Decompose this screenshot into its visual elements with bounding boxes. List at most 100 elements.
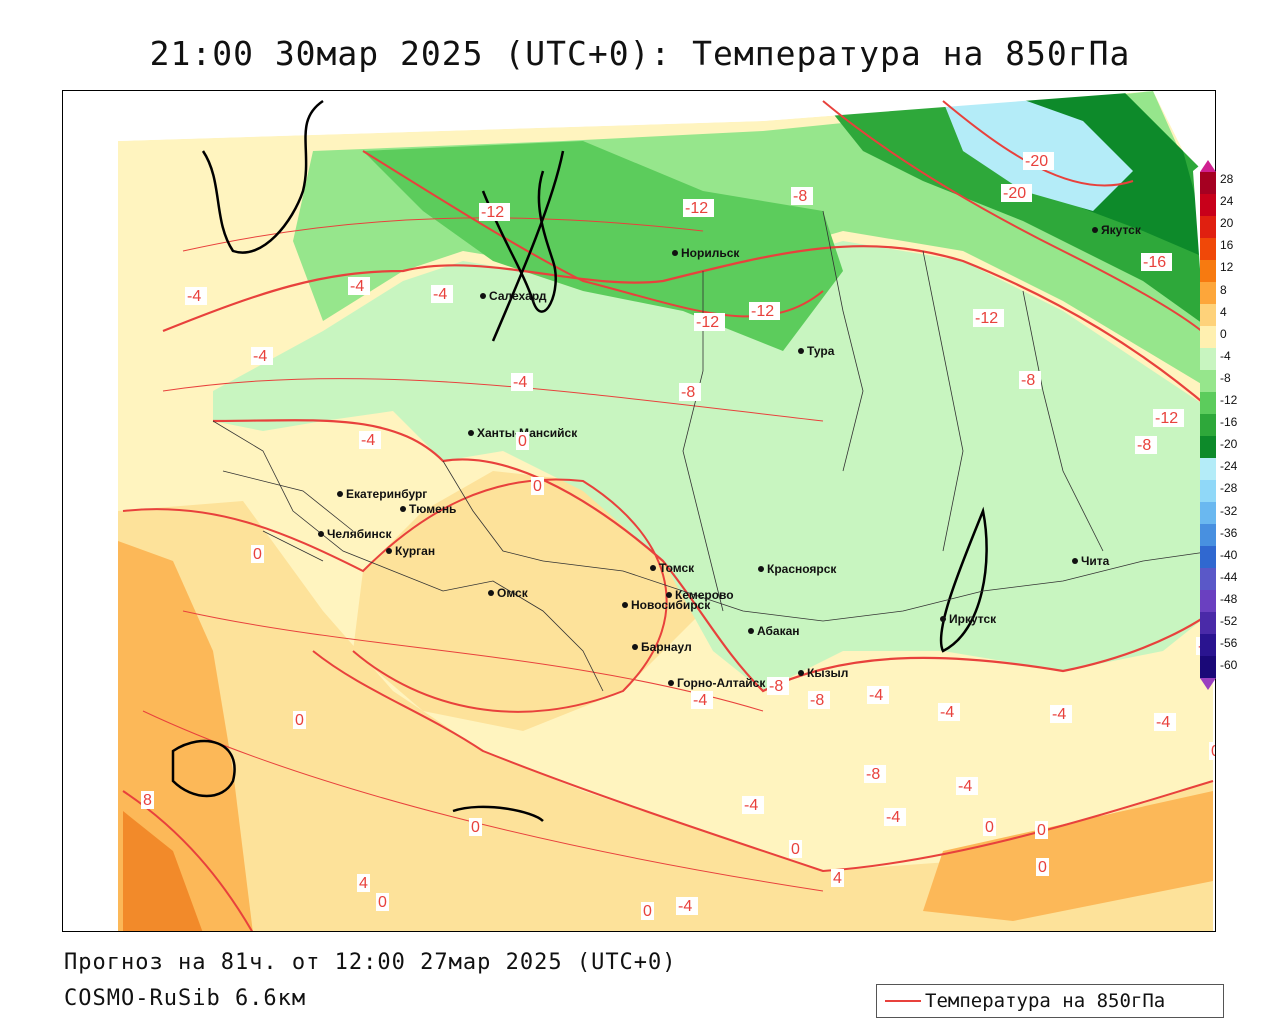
isotherm-label: -4 [744, 797, 758, 814]
isotherm-label: -20 [1025, 153, 1048, 170]
isotherm-label: -8 [810, 692, 824, 709]
isotherm-label: -4 [886, 809, 900, 826]
colorbar-tick-label: 20 [1220, 216, 1234, 231]
map-legend: Температура на 850гПа [876, 984, 1224, 1018]
city-label: Тюмень [409, 502, 456, 516]
model-info: COSMO-RuSib 6.6км [64, 986, 307, 1011]
hottest-zone-southwest [123, 811, 203, 931]
isotherm-label: 0 [643, 903, 652, 920]
colorbar-swatch [1200, 502, 1216, 525]
isotherm-label: 0 [253, 546, 262, 563]
colorbar-tick-label: 4 [1220, 304, 1227, 319]
isotherm-label: 0 [1211, 743, 1216, 760]
colorbar-swatch [1200, 304, 1216, 327]
city-markers: СалехардНорильскТураЯкутскХанты-Мансийск… [318, 223, 1142, 690]
map-panel[interactable]: СалехардНорильскТураЯкутскХанты-Мансийск… [62, 90, 1216, 932]
isotherm-label-bg [983, 818, 996, 836]
colorbar-swatch [1200, 612, 1216, 635]
colorbar-swatch [1200, 326, 1216, 349]
colorbar-swatch [1200, 370, 1216, 393]
isotherm-label: -8 [681, 384, 695, 401]
region-borders [212, 210, 1214, 692]
isotherm-label: 0 [471, 819, 480, 836]
colorbar-swatch [1200, 524, 1216, 547]
isotherm-label-bg [531, 477, 544, 495]
city-marker [318, 531, 324, 537]
isotherm-label-bg [1154, 713, 1176, 731]
isotherm-label: -4 [361, 432, 375, 449]
isotherm-label-bg [1209, 742, 1215, 760]
colorbar-swatch [1200, 216, 1216, 239]
colorbar-tick-label: 16 [1220, 238, 1234, 253]
isotherm-label-bg [469, 818, 482, 836]
city-marker [400, 506, 406, 512]
isotherm-label: -8 [769, 678, 783, 695]
isotherm-label-bg [1001, 184, 1032, 202]
colorbar-tick-label: 28 [1220, 172, 1234, 186]
isotherm-label: 4 [833, 870, 842, 887]
isotherm-label-bg [516, 432, 529, 450]
isotherm-label-bg [1023, 152, 1054, 170]
isotherm-label: -20 [1003, 185, 1026, 202]
colorbar [1198, 160, 1218, 690]
colorbar-swatch [1200, 436, 1216, 459]
city-marker [386, 548, 392, 554]
colorbar-swatch [1200, 282, 1216, 305]
colorbar-swatch [1200, 656, 1216, 679]
colorbar-tick-label: -56 [1220, 636, 1238, 651]
warm-zone-south [118, 501, 1213, 931]
outside-domain-north [63, 91, 1215, 141]
city-marker [798, 670, 804, 676]
isotherm-label: -8 [793, 188, 807, 205]
isotherm-label-bg [742, 796, 764, 814]
city-marker [632, 644, 638, 650]
isotherm-label: 8 [143, 792, 152, 809]
city-label: Екатеринбург [346, 487, 427, 501]
isotherm-label-bg [676, 897, 698, 915]
isotherm-label: -4 [513, 374, 527, 391]
city-label: Томск [659, 561, 695, 575]
isotherm-label-bg [641, 902, 654, 920]
colorbar-swatch [1200, 392, 1216, 415]
colorbar-tick-label: 0 [1220, 326, 1227, 341]
isotherm-label-bg [938, 703, 960, 721]
isotherm-label: 0 [791, 841, 800, 858]
isotherm-label: -4 [940, 704, 954, 721]
city-marker [798, 348, 804, 354]
city-marker [1072, 558, 1078, 564]
colorbar-swatch [1200, 568, 1216, 591]
hot-zone-southwest [118, 541, 253, 931]
isotherm-label-bg [293, 711, 306, 729]
colorbar-swatch [1200, 172, 1216, 195]
isotherm-label: 0 [518, 433, 527, 450]
isotherm-label-bg [1135, 436, 1157, 454]
city-marker [650, 565, 656, 571]
colorbar-tick-label: -44 [1220, 569, 1238, 584]
isotherm-label: -4 [350, 278, 364, 295]
outside-domain-west [63, 91, 118, 931]
colorbar-tick-label: -48 [1220, 591, 1238, 606]
isotherm-lines [122, 100, 1214, 931]
isotherm-label-bg [185, 287, 207, 305]
city-label: Кызыл [807, 666, 848, 680]
isotherm-label: -12 [696, 314, 719, 331]
isotherm-label: -16 [1143, 254, 1166, 271]
isotherm-label-bg [749, 302, 780, 320]
isotherm-label: 0 [295, 712, 304, 729]
colorbar-tick-label: 12 [1220, 260, 1234, 275]
isotherm-label-bg [251, 545, 264, 563]
colorbar-tick-label: -36 [1220, 525, 1238, 540]
isotherm-label: 0 [1037, 822, 1046, 839]
city-marker [666, 592, 672, 598]
colorbar-swatch [1200, 458, 1216, 481]
isotherm-label: -4 [1052, 706, 1066, 723]
isotherm-label-bg [1035, 821, 1048, 839]
city-marker [758, 566, 764, 572]
isotherm-label-bg [348, 277, 370, 295]
colorbar-tick-label: -12 [1220, 393, 1238, 407]
legend-label: Температура на 850гПа [925, 990, 1166, 1012]
colorbar-swatch [1200, 634, 1216, 657]
colorbar-tick-label: -32 [1220, 503, 1238, 518]
isotherm-label: -12 [685, 200, 708, 217]
isotherm-label: 4 [359, 875, 368, 892]
